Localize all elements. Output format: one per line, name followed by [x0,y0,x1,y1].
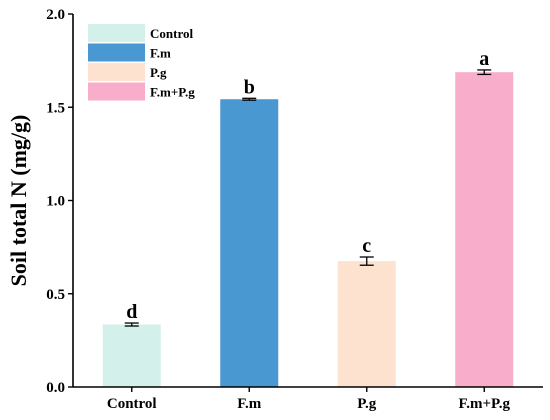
y-ticks-group: 0.0 0.5 1.0 1.5 2.0 [46,7,73,396]
bar-control [102,324,161,387]
y-tick-label: 1.0 [46,194,65,210]
y-tick-label: 0.0 [46,380,65,396]
x-ticks-group: Control F.m P.g F.m+P.g [107,387,511,412]
x-tick-label-p-g: P.g [357,396,377,412]
y-tick-label: 1.5 [46,100,65,116]
significance-label-f-m: b [244,76,255,98]
y-tick-label: 2.0 [46,7,65,23]
x-tick-label-control: Control [107,396,157,412]
y-tick-label: 0.5 [46,287,65,303]
bars-group: d b c a [102,48,514,388]
legend-label-control: Control [150,26,193,41]
significance-label-f-m-p-g: a [479,48,489,70]
legend-label-f-m-p-g: F.m+P.g [150,85,195,100]
legend-label-f-m: F.m [150,46,171,61]
y-axis-title: Soil total N (mg/g) [6,115,31,287]
bar-f-m-p-g [455,72,514,388]
legend-label-p-g: P.g [150,65,167,80]
x-tick-label-f-m: F.m [237,396,262,412]
bar-f-m [220,99,279,387]
bar-p-g [337,261,396,387]
legend-swatch-f-m-p-g [88,82,145,101]
x-tick-label-f-m-p-g: F.m+P.g [458,396,510,412]
legend-swatch-control [88,24,145,42]
legend-swatch-f-m [88,43,145,62]
legend-swatch-p-g [88,63,145,81]
significance-label-p-g: c [362,235,371,257]
legend: Control F.m P.g F.m+P.g [88,24,195,101]
significance-label-control: d [126,301,137,323]
